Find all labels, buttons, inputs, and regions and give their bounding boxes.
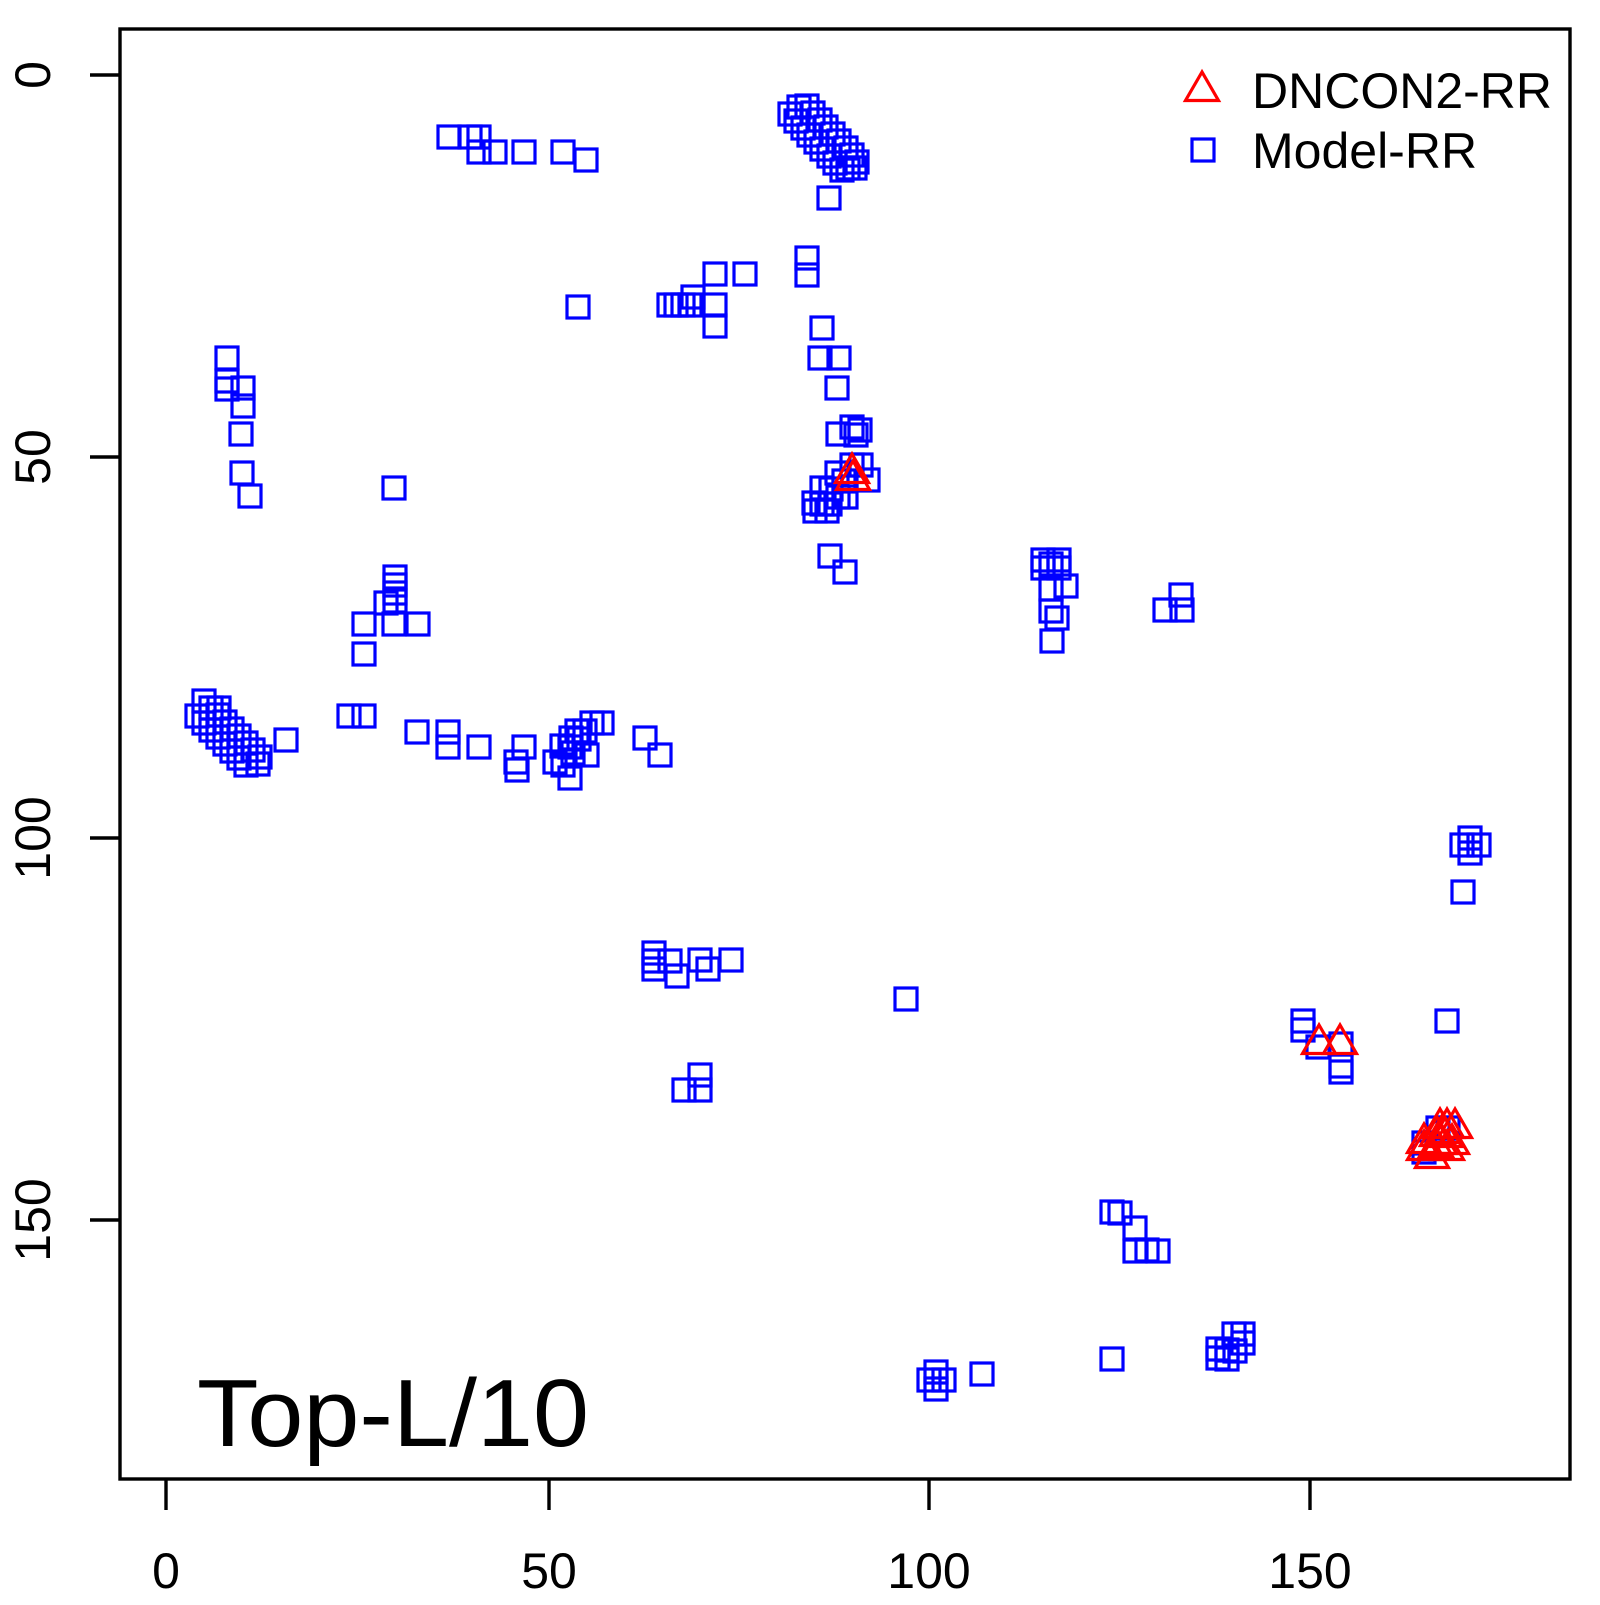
svg-text:150: 150 <box>5 1178 61 1261</box>
svg-text:50: 50 <box>5 429 61 485</box>
svg-text:150: 150 <box>1268 1543 1351 1599</box>
svg-text:50: 50 <box>521 1543 577 1599</box>
svg-text:DNCON2-RR: DNCON2-RR <box>1252 63 1552 119</box>
svg-text:0: 0 <box>152 1543 180 1599</box>
svg-text:0: 0 <box>5 61 61 89</box>
svg-text:Model-RR: Model-RR <box>1252 123 1477 179</box>
svg-text:100: 100 <box>887 1543 970 1599</box>
svg-text:Top-L/10: Top-L/10 <box>197 1360 589 1467</box>
svg-text:100: 100 <box>5 796 61 879</box>
